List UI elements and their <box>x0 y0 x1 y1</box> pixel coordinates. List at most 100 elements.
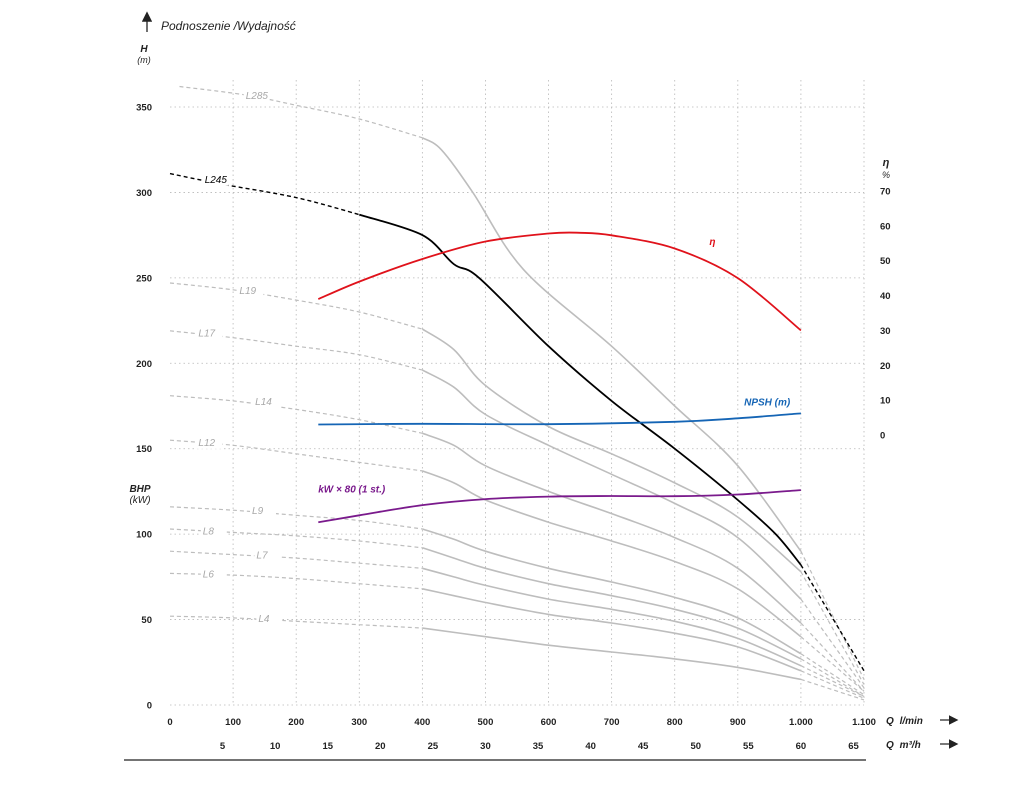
y-axis-unit: (m) <box>137 55 151 65</box>
x-secondary-tick-label: 35 <box>533 741 544 752</box>
x-secondary-tick-label: 50 <box>690 741 701 752</box>
pump-curve-l8-high <box>800 658 865 698</box>
grid <box>170 80 865 706</box>
pump-curve-l9-low <box>169 506 423 530</box>
curve-efficiency <box>317 231 802 332</box>
y-tick-label: 300 <box>136 188 152 199</box>
pump-curve-l245 <box>359 213 802 566</box>
y-tick-label: 50 <box>141 615 152 626</box>
efficiency-axis-unit: % <box>882 170 890 180</box>
y-right-tick-label: 40 <box>880 291 891 302</box>
pump-curve-l285-low <box>179 85 423 139</box>
curve-label-bg <box>200 524 227 538</box>
x-secondary-tick-label: 15 <box>322 741 333 752</box>
pump-curve-l8 <box>422 547 802 660</box>
pump-curve-l7-low <box>169 550 423 569</box>
x-secondary-tick-label: 20 <box>375 741 386 752</box>
curve-label-l285: L285 <box>246 91 269 102</box>
chart-title: Podnoszenie /Wydajność <box>161 19 296 33</box>
x-tick-label: 1.100 <box>852 717 876 728</box>
curve-label-bg <box>250 504 277 518</box>
bhp-axis-label: BHP <box>129 484 150 495</box>
y-axis-label: H <box>140 44 148 55</box>
x-tick-label: 800 <box>667 717 683 728</box>
y-right-tick-label: 0 <box>880 431 885 442</box>
x-axis-secondary-label: Q m³/h <box>886 740 921 751</box>
curve-label-bg <box>256 611 283 625</box>
curve-label-l8: L8 <box>203 527 215 538</box>
curve-label-l6: L6 <box>203 569 215 580</box>
curve-label-l245: L245 <box>205 175 228 186</box>
pump-curve-l19 <box>421 328 802 573</box>
x-tick-label: 300 <box>351 717 367 728</box>
x-secondary-tick-label: 40 <box>585 741 596 752</box>
curve-kw-80-1-st <box>318 489 801 524</box>
y-right-tick-label: 20 <box>880 361 891 372</box>
pump-curve-l9 <box>422 528 802 655</box>
curve-label-bg <box>254 548 281 562</box>
pump-curve-l6-high <box>800 670 865 699</box>
pump-curve-l14-high <box>800 622 865 692</box>
pump-curve-l14 <box>422 432 802 624</box>
y-right-tick-label: 70 <box>880 187 891 198</box>
curve-label-npsh-m: NPSH (m) <box>744 398 791 409</box>
x-axis-titles: Q l/min Q m³/h <box>886 715 959 751</box>
pump-curve-l14-low <box>169 395 423 434</box>
curve-label-l14: L14 <box>255 397 272 408</box>
curve-label-bg <box>200 567 227 581</box>
curve-label-l17: L17 <box>198 329 215 340</box>
y-axis-right-titles: η % <box>882 157 890 180</box>
y-axis-right-ticks: 0 10 20 30 40 50 60 70 <box>880 187 891 442</box>
x-tick-label: 900 <box>730 717 746 728</box>
curve-label-bg <box>237 283 264 297</box>
pump-curve-l285 <box>421 137 802 552</box>
curve-npsh-m <box>318 412 801 426</box>
x-secondary-tick-label: 45 <box>638 741 649 752</box>
x-secondary-tick-label: 10 <box>270 741 281 752</box>
y-tick-label: 350 <box>136 103 152 114</box>
curve-label-bg <box>253 394 280 408</box>
x-tick-label: 400 <box>414 717 430 728</box>
pump-curve-l7 <box>422 567 802 667</box>
curve-label-bg <box>196 326 223 340</box>
curve-label-efficiency: η <box>709 237 715 248</box>
curve-label-l7: L7 <box>256 551 268 562</box>
y-right-tick-label: 10 <box>880 396 891 407</box>
pump-curve-l4-low <box>169 615 423 629</box>
x-tick-label: 100 <box>225 717 241 728</box>
x-secondary-tick-label: 30 <box>480 741 491 752</box>
y-axis-left-ticks: 0 50 100 150 200 250 300 350 <box>136 103 152 712</box>
pump-curve-l12 <box>422 470 802 638</box>
pump-curve-l17-high <box>800 598 865 689</box>
curve-label-l9: L9 <box>252 506 264 517</box>
curve-label-bg <box>243 89 270 103</box>
y-axis-left-titles: H (m) BHP (kW) <box>129 44 150 506</box>
x-axis-secondary-ticks: 5 10 15 20 25 30 35 40 45 50 55 60 65 <box>220 741 860 752</box>
y-right-tick-label: 50 <box>880 256 891 267</box>
x-secondary-tick-label: 25 <box>428 741 439 752</box>
pump-curve-l7-high <box>800 665 865 698</box>
x-tick-label: 200 <box>288 717 304 728</box>
curve-label-l19: L19 <box>239 286 256 297</box>
x-tick-label: 0 <box>167 717 172 728</box>
x-secondary-tick-label: 65 <box>848 741 859 752</box>
curve-label-l12: L12 <box>198 438 215 449</box>
series-labels: L285 L245 L19 L17 L14 L12 L9 L8 L7 L6 L4 η NPSH (m) k… <box>196 89 791 625</box>
curve-label-l4: L4 <box>258 614 270 625</box>
pump-curve-l245-high <box>800 564 865 672</box>
x-tick-label: 500 <box>478 717 494 728</box>
pump-curve-l6 <box>422 588 802 672</box>
curve-label-bg <box>196 435 223 449</box>
x-tick-label: 600 <box>541 717 557 728</box>
x-secondary-tick-label: 60 <box>796 741 807 752</box>
x-tick-label: 1.000 <box>789 717 813 728</box>
x-axis-primary-ticks: 0 100 200 300 400 500 600 700 800 900 1.000 1.100 <box>167 717 876 728</box>
curve-label-bg <box>202 172 229 186</box>
x-tick-label: 700 <box>604 717 620 728</box>
y-tick-label: 250 <box>136 273 152 284</box>
pump-curve-l19-high <box>800 571 865 685</box>
y-right-tick-label: 60 <box>880 221 891 232</box>
pump-curve-l9-high <box>800 653 865 696</box>
pump-curve-l17 <box>422 369 802 600</box>
